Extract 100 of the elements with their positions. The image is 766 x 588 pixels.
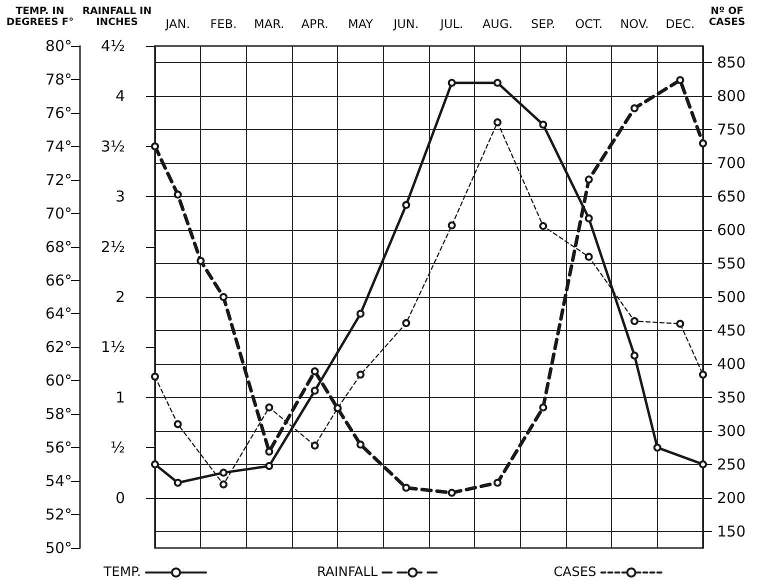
point	[584, 252, 593, 261]
point	[448, 221, 456, 230]
x-tick-label: OCT.	[575, 17, 603, 31]
point	[174, 420, 182, 428]
y3-tick-label: 650	[717, 188, 746, 206]
y-tick-label: 78°	[45, 70, 72, 88]
y-tick-label: 80°	[45, 37, 72, 55]
y-tick-label: 52°	[45, 506, 72, 524]
y3-tick-label: 850	[717, 54, 746, 72]
point	[584, 176, 593, 184]
y-tick-label: 70°	[45, 204, 72, 222]
y3-tick-label: 600	[717, 221, 746, 240]
point	[356, 440, 364, 449]
y3-tick-label: 550	[717, 254, 746, 273]
y-tick-label: 74°	[45, 137, 72, 156]
point	[265, 448, 274, 456]
x-tick-label: FEB.	[210, 17, 237, 31]
x-tick-label: JUN.	[392, 17, 419, 31]
x-tick-label: APR.	[301, 17, 328, 31]
legend-label: RAINFALL	[317, 565, 378, 580]
y-tick-label: 50°	[45, 539, 72, 557]
y2-tick-label: 0	[115, 488, 125, 507]
x-tick-label: SEP.	[530, 17, 556, 31]
y2-tick-label: ½	[110, 438, 125, 457]
y3-tick-label: 750	[717, 120, 746, 139]
x-tick-label: MAY	[348, 17, 374, 31]
y-tick-label: 56°	[45, 438, 72, 457]
x-tick-label: AUG.	[482, 17, 513, 31]
point	[356, 370, 364, 379]
y-axis-title: TEMP. IN DEGREES F°	[5, 6, 75, 28]
y-tick-label: 72°	[45, 170, 72, 189]
y-tick-label: 60°	[45, 372, 72, 390]
point	[151, 460, 159, 468]
point	[220, 480, 228, 488]
point	[630, 104, 638, 112]
y-tick-label: 76°	[45, 104, 72, 122]
y-tick-label: 62°	[45, 338, 72, 356]
point	[310, 367, 319, 376]
y2-tick-label: 1½	[100, 338, 125, 356]
legend-label: TEMP.	[102, 565, 142, 580]
y2-tick-label: 3	[115, 188, 125, 206]
point	[151, 142, 159, 150]
point	[174, 478, 182, 487]
point	[402, 200, 410, 209]
point	[539, 222, 548, 230]
y2-tick-label: 3½	[100, 137, 125, 156]
legend-label: CASES	[554, 565, 596, 580]
y3-tick-label: 150	[717, 522, 746, 540]
point	[539, 403, 548, 412]
point	[402, 319, 410, 328]
y3-tick-label: 300	[717, 422, 746, 440]
point	[220, 468, 228, 477]
point	[151, 372, 159, 381]
y-tick-label: 64°	[45, 304, 72, 323]
point	[494, 78, 502, 87]
y3-tick-label: 350	[717, 388, 746, 406]
point	[676, 76, 684, 84]
y3-tick-label: 700	[717, 154, 746, 172]
point	[699, 139, 707, 148]
point	[494, 478, 502, 487]
x-tick-label: DEC.	[666, 17, 695, 31]
point	[174, 190, 182, 199]
y3-tick-label: 200	[717, 488, 746, 507]
x-tick-label: MAR.	[254, 17, 284, 31]
point	[653, 444, 662, 452]
point	[220, 293, 228, 301]
point	[265, 403, 274, 412]
point	[539, 120, 548, 129]
x-tick-label: JAN.	[164, 17, 190, 31]
point	[494, 118, 502, 126]
point	[356, 310, 364, 318]
point	[334, 404, 342, 412]
y3-tick-label: 450	[717, 321, 746, 340]
point	[630, 317, 638, 326]
point	[676, 320, 684, 328]
y-tick-label: 58°	[45, 405, 72, 424]
point	[699, 370, 707, 379]
y2-tick-label: 2½	[100, 238, 125, 256]
y-tick-label: 66°	[45, 271, 72, 290]
y3-tick-label: 400	[717, 354, 746, 373]
y2-tick-label: 1	[115, 388, 125, 406]
y2-tick-label: 4½	[100, 37, 125, 55]
y2-tick-label: 4	[115, 87, 125, 106]
point	[402, 484, 410, 492]
x-tick-label: NOV.	[620, 17, 649, 31]
point	[310, 442, 319, 450]
y2-tick-label: 2	[115, 288, 125, 306]
point	[265, 462, 274, 470]
y2-axis-title: RAINFALL IN INCHES	[81, 6, 153, 28]
y-tick-label: 68°	[45, 238, 72, 256]
point	[448, 78, 456, 87]
point	[584, 214, 593, 222]
x-tick-label: JUL.	[439, 17, 464, 31]
y3-tick-label: 800	[717, 87, 746, 106]
y3-axis-title: Nº OF CASES	[708, 6, 746, 28]
point	[310, 386, 319, 395]
point	[630, 352, 638, 360]
y3-tick-label: 250	[717, 455, 746, 474]
point	[448, 488, 456, 497]
y-tick-label: 54°	[45, 472, 72, 490]
